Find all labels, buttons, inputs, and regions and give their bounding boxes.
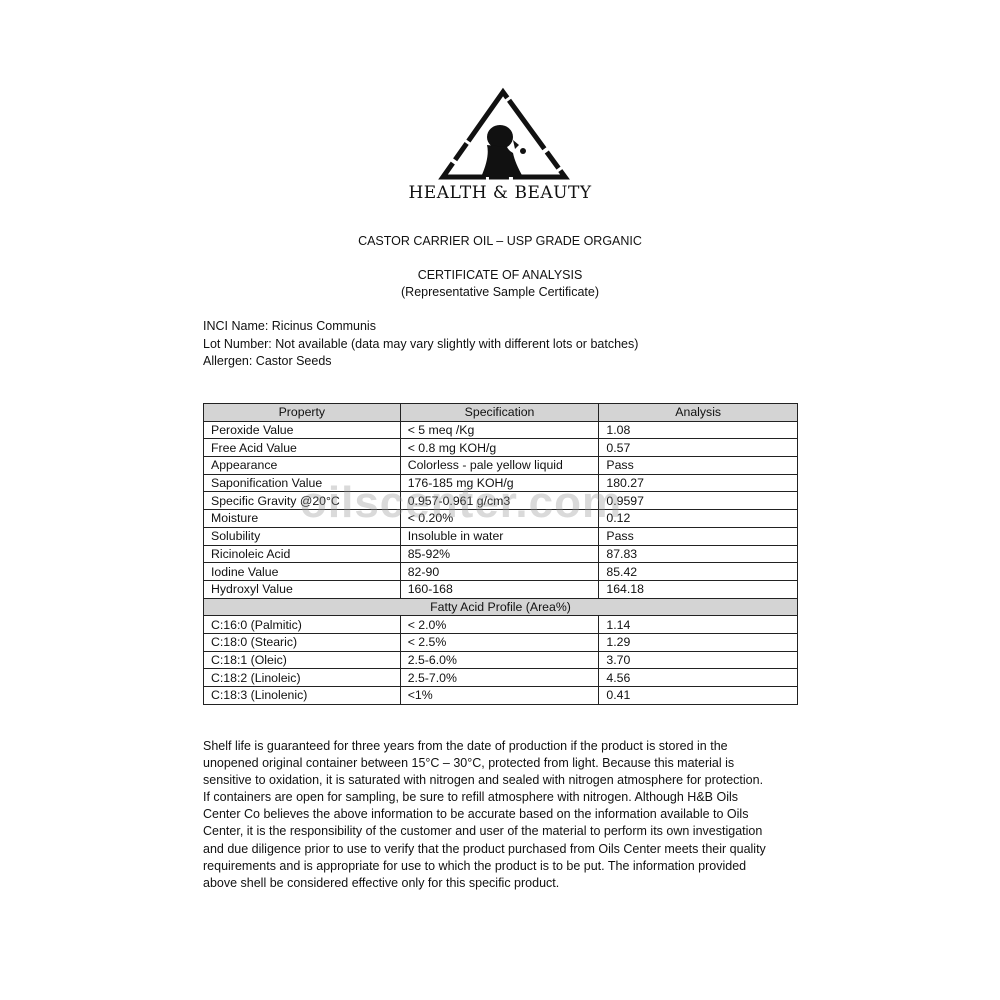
cell-property: C:16:0 (Palmitic) — [203, 615, 401, 634]
cell-specification: 160-168 — [399, 579, 600, 599]
table-row: Solubility Insoluble in water Pass — [203, 526, 798, 546]
cell-property: C:18:3 (Linolenic) — [203, 686, 401, 705]
product-info: INCI Name: Ricinus Communis Lot Number: … — [203, 318, 638, 371]
disclaimer-line: Center Co believes the above information… — [203, 807, 749, 822]
cell-specification: Insoluble in water — [399, 526, 600, 546]
disclaimer-line: unopened original container between 15°C… — [203, 756, 735, 771]
cell-property: C:18:0 (Stearic) — [203, 632, 401, 652]
cell-analysis: 3.70 — [598, 650, 798, 670]
disclaimer-line: requirements and is appropriate for use … — [203, 858, 747, 873]
cell-property: Peroxide Value — [203, 420, 401, 440]
lot-number: Lot Number: Not available (data may vary… — [203, 336, 639, 351]
cell-specification: <1% — [399, 686, 600, 705]
fatty-acid-section-row: Fatty Acid Profile (Area%) — [203, 597, 798, 617]
certificate-subtitle: (Representative Sample Certificate) — [401, 285, 599, 299]
cell-property: Moisture — [203, 509, 401, 528]
table-row: Hydroxyl Value 160-168 164.18 — [203, 579, 798, 599]
cell-property: Free Acid Value — [203, 438, 401, 458]
allergen: Allergen: Castor Seeds — [203, 354, 332, 368]
cell-specification: 2.5-7.0% — [399, 668, 600, 687]
cell-analysis: 87.83 — [598, 544, 798, 564]
table-header-row: Property Specification Analysis — [203, 403, 798, 422]
cell-specification: 0.957-0.961 g/cm3 — [399, 491, 600, 511]
cell-analysis: Pass — [598, 526, 798, 546]
product-title: CASTOR CARRIER OIL – USP GRADE ORGANIC — [358, 234, 642, 248]
table-row: Saponification Value 176-185 mg KOH/g 180.… — [203, 473, 798, 493]
table-row: C:18:3 (Linolenic) <1% 0.41 — [203, 686, 798, 705]
cell-analysis: 0.12 — [598, 509, 798, 528]
table-row: C:18:2 (Linoleic) 2.5-7.0% 4.56 — [203, 668, 798, 687]
cell-specification: 176-185 mg KOH/g — [399, 473, 600, 493]
header-specification: Specification — [399, 403, 600, 422]
cell-specification: 85-92% — [399, 544, 600, 564]
table-row: Appearance Colorless - pale yellow liquid… — [203, 456, 798, 475]
cell-specification: Colorless - pale yellow liquid — [399, 456, 600, 475]
cell-analysis: 164.18 — [598, 579, 798, 599]
fatty-acid-section-header: Fatty Acid Profile (Area%) — [203, 597, 798, 617]
cell-specification: < 2.0% — [399, 615, 600, 634]
logo-text: HEALTH & BEAUTY — [408, 183, 592, 203]
cell-specification: 2.5-6.0% — [399, 650, 600, 670]
cell-analysis: 0.41 — [598, 686, 798, 705]
certificate-title: CERTIFICATE OF ANALYSIS — [417, 268, 583, 282]
cell-property: Solubility — [203, 526, 401, 546]
cell-specification: < 5 meq /Kg — [399, 420, 600, 440]
inci-name: INCI Name: Ricinus Communis — [203, 319, 376, 333]
disclaimer-line: Shelf life is guaranteed for three years… — [203, 739, 728, 753]
cell-specification: < 2.5% — [399, 632, 600, 652]
disclaimer-line: above shell be considered effective only… — [203, 875, 560, 890]
cell-property: Iodine Value — [203, 562, 401, 581]
cell-specification: 82-90 — [399, 562, 600, 581]
cell-analysis: 0.57 — [598, 438, 798, 458]
cell-property: Saponification Value — [203, 473, 401, 493]
cell-analysis: Pass — [598, 456, 798, 475]
cell-property: Appearance — [203, 456, 401, 475]
disclaimer-line: sensitive to oxidation, it is saturated … — [203, 773, 764, 788]
table-row: Specific Gravity @20°C 0.957-0.961 g/cm3 0… — [203, 491, 798, 511]
cell-analysis: 85.42 — [598, 562, 798, 581]
header-analysis: Analysis — [598, 403, 798, 422]
woman-silhouette-triangle-logo-icon — [438, 87, 570, 180]
header-property: Property — [203, 403, 401, 422]
disclaimer-line: and due diligence prior to use to verify… — [203, 841, 766, 856]
cell-specification: < 0.20% — [399, 509, 600, 528]
cell-property: Specific Gravity @20°C — [203, 491, 401, 511]
analysis-table: Property Specification Analysis Peroxide… — [203, 403, 798, 705]
disclaimer-paragraph: Shelf life is guaranteed for three years… — [203, 738, 766, 892]
table-row: C:16:0 (Palmitic) < 2.0% 1.14 — [203, 615, 798, 634]
cell-analysis: 180.27 — [598, 473, 798, 493]
cell-property: Ricinoleic Acid — [203, 544, 401, 564]
cell-property: Hydroxyl Value — [203, 579, 401, 599]
table-row: Ricinoleic Acid 85-92% 87.83 — [203, 544, 798, 564]
cell-specification: < 0.8 mg KOH/g — [399, 438, 600, 458]
disclaimer-line: If containers are open for sampling, be … — [203, 790, 739, 805]
cell-analysis: 1.14 — [598, 615, 798, 634]
cell-analysis: 4.56 — [598, 668, 798, 687]
table-row: Iodine Value 82-90 85.42 — [203, 562, 798, 581]
table-row: C:18:0 (Stearic) < 2.5% 1.29 — [203, 632, 798, 652]
cell-property: C:18:2 (Linoleic) — [203, 668, 401, 687]
cell-analysis: 1.29 — [598, 632, 798, 652]
disclaimer-line: Center, it is the responsibility of the … — [203, 824, 763, 839]
table-row: Peroxide Value < 5 meq /Kg 1.08 — [203, 420, 798, 440]
cell-property: C:18:1 (Oleic) — [203, 650, 401, 670]
health-beauty-logo: HEALTH & BEAUTY — [395, 85, 605, 210]
table-row: Moisture < 0.20% 0.12 — [203, 509, 798, 528]
table-row: Free Acid Value < 0.8 mg KOH/g 0.57 — [203, 438, 798, 458]
table-row: C:18:1 (Oleic) 2.5-6.0% 3.70 — [203, 650, 798, 670]
cell-analysis: 0.9597 — [598, 491, 798, 511]
cell-analysis: 1.08 — [598, 420, 798, 440]
